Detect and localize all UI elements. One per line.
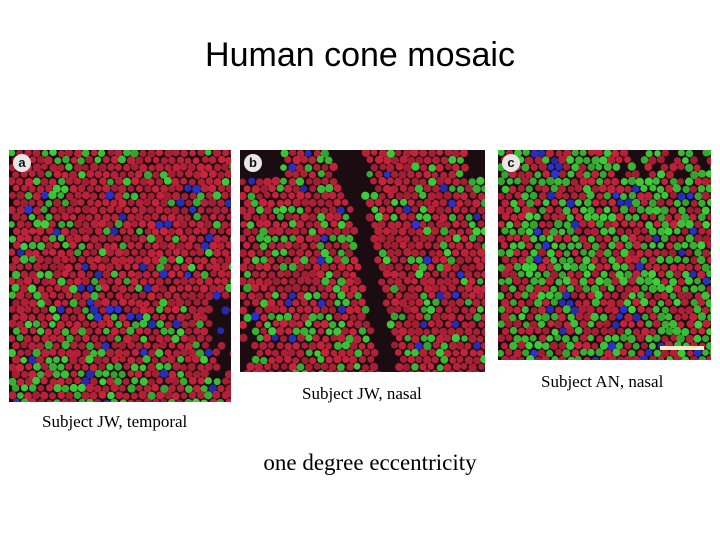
scale-bar [660, 346, 704, 350]
caption-panel-c: Subject AN, nasal [541, 372, 664, 391]
cone-mosaic-image-b: b [240, 150, 485, 372]
slide-subtitle: one degree eccentricity [263, 450, 477, 475]
cone-mosaic-image-c: c [498, 150, 711, 360]
panel-letter-c: c [502, 154, 520, 172]
caption-panel-a: Subject JW, temporal [42, 412, 188, 431]
slide-title: Human cone mosaic [205, 36, 515, 74]
mosaic-a-svg [9, 150, 231, 402]
cone-mosaic-image-a: a [9, 150, 231, 402]
mosaic-b-svg [240, 150, 485, 372]
mosaic-c-svg [498, 150, 711, 360]
panel-letter-b: b [244, 154, 262, 172]
caption-panel-b: Subject JW, nasal [302, 384, 422, 403]
panel-letter-a: a [13, 154, 31, 172]
